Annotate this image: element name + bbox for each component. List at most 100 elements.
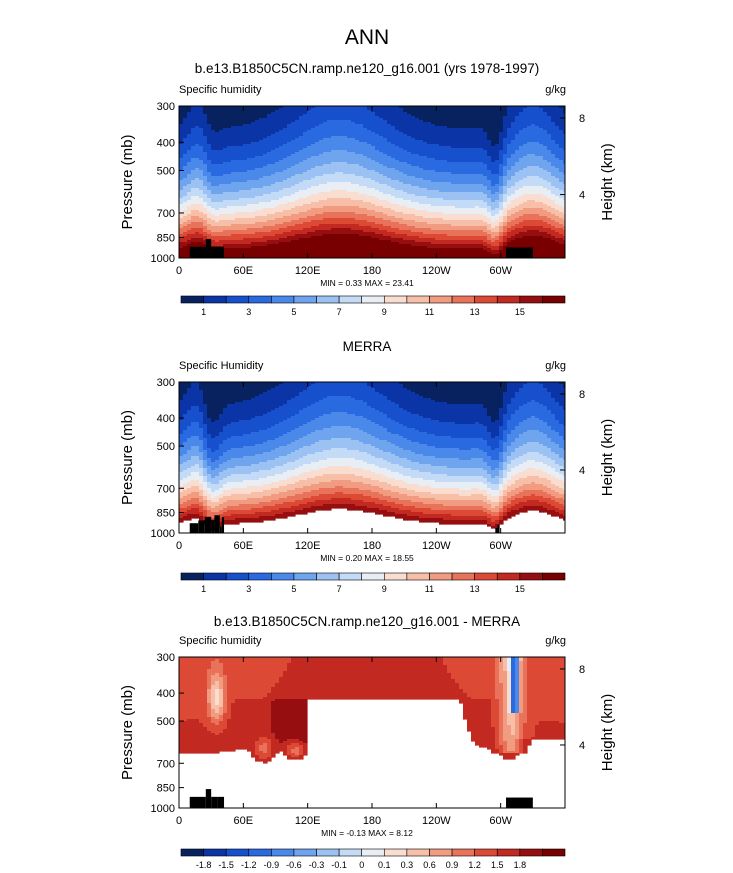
contour-cell [319,400,324,417]
contour-cell [495,490,500,497]
contour-cell [439,126,444,147]
colorbar: 1 3 5 7 9 11 13 15 [180,572,566,594]
contour-cell [479,438,484,451]
contour-cell [483,502,488,509]
contour-cell [275,106,280,111]
contour-cell [495,502,500,507]
contour-cell [235,699,240,750]
contour-cell [291,490,296,497]
contour-cell [467,490,472,497]
contour-cell [407,382,412,391]
contour-cell [499,216,504,223]
contour-cell [487,218,492,225]
contour-cell [459,516,464,521]
contour-cell [447,520,452,525]
contour-cell [439,146,444,161]
contour-cell [443,488,448,495]
contour-cell [371,132,376,147]
contour-cell [539,657,544,722]
contour-cell [523,232,528,237]
contour-cell [323,428,328,441]
contour-cell [451,230,456,237]
contour-cell [227,450,232,461]
contour-cell [343,426,348,439]
contour-cell [319,416,324,431]
contour-cell [495,192,500,201]
contour-cell [275,683,280,700]
contour-cell [423,156,428,171]
contour-cell [431,158,436,171]
contour-cell [435,212,440,219]
contour-cell [431,514,436,519]
contour-cell [235,514,240,519]
contour-cell [291,140,296,155]
contour-cell [375,392,380,411]
contour-cell [375,458,380,467]
contour-cell [403,476,408,483]
contour-cell [275,192,280,201]
contour-cell [499,210,504,217]
contour-cell [479,162,484,175]
contour-cell [495,220,500,227]
contour-cell [507,170,512,181]
contour-cell [187,514,192,521]
contour-cell [395,218,400,223]
contour-cell [451,494,456,501]
contour-cell [215,164,220,177]
contour-cell [411,138,416,155]
contour-cell [215,232,220,237]
contour-cell [203,500,208,507]
contour-cell [243,504,248,511]
colorbar-box [496,295,521,304]
contour-cell [499,683,504,746]
contour-cell [523,462,528,471]
contour-cell [463,460,468,469]
contour-cell [263,222,268,227]
contour-cell [511,208,516,215]
x-tick-label: 0 [176,265,182,277]
contour-cell [351,450,356,459]
contour-cell [491,162,496,175]
contour-cell [203,232,208,237]
contour-cell [455,220,460,227]
contour-cell [343,198,348,207]
contour-cell [479,230,484,237]
contour-cell [279,234,284,239]
contour-cell [475,657,480,700]
contour-cell [231,224,236,231]
contour-cell [383,506,388,511]
contour-cell [555,464,560,473]
contour-cell [215,420,220,437]
contour-cell [363,502,368,507]
contour-cell [499,478,504,485]
contour-cell [251,170,256,181]
contour-cell [467,500,472,507]
contour-cell [451,220,456,227]
contour-cell [331,212,336,219]
contour-cell [479,192,484,201]
contour-cell [447,673,452,700]
colorbar-box [180,848,204,857]
contour-cell [327,428,332,441]
contour-cell [223,174,228,185]
contour-cell [287,400,292,419]
contour-cell [471,184,476,193]
contour-cell [243,456,248,467]
colorbar-box [451,848,475,857]
contour-cell [463,450,468,461]
contour-cell [351,414,356,429]
contour-cell [235,172,240,183]
contour-cell [563,382,565,389]
contour-cell [471,458,476,469]
contour-cell [391,420,396,435]
contour-cell [183,721,188,754]
contour-cell [563,510,565,517]
colorbar-box [248,295,272,304]
contour-cell [363,186,368,195]
contour-cell [191,456,196,467]
contour-cell [423,122,428,143]
y2-tick-label: 4 [579,740,585,752]
contour-cell [247,170,252,181]
contour-cell [179,498,184,505]
contour-cell [395,480,400,487]
